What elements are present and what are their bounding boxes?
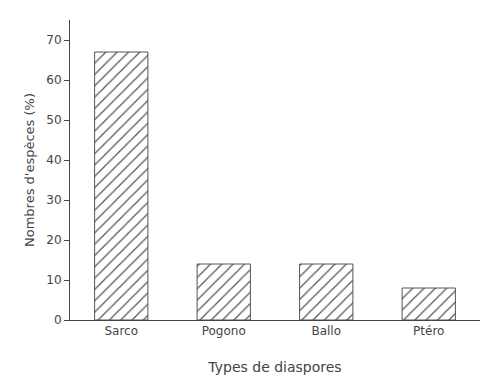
svg-text:Pogono: Pogono [202,324,246,338]
svg-text:70: 70 [46,33,61,47]
svg-text:50: 50 [46,113,61,127]
svg-text:0: 0 [54,313,62,327]
svg-text:Ptéro: Ptéro [413,324,444,338]
svg-text:Sarco: Sarco [104,324,138,338]
svg-text:30: 30 [46,193,61,207]
svg-text:Ballo: Ballo [311,324,341,338]
svg-text:20: 20 [46,233,61,247]
svg-text:Types de diaspores: Types de diaspores [207,359,341,375]
svg-text:40: 40 [46,153,61,167]
svg-text:60: 60 [46,73,61,87]
svg-text:Nombres d'espèces (%): Nombres d'espèces (%) [22,93,37,247]
svg-text:10: 10 [46,273,61,287]
